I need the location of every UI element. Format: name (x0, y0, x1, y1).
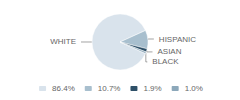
svg-text:BLACK: BLACK (152, 57, 179, 66)
svg-text:1.0%: 1.0% (185, 84, 203, 93)
svg-text:WHITE: WHITE (50, 37, 76, 46)
svg-text:10.7%: 10.7% (98, 84, 121, 93)
svg-text:86.4%: 86.4% (52, 84, 75, 93)
svg-text:ASIAN: ASIAN (157, 47, 181, 56)
svg-text:1.9%: 1.9% (143, 84, 161, 93)
svg-text:HISPANIC: HISPANIC (159, 35, 196, 44)
